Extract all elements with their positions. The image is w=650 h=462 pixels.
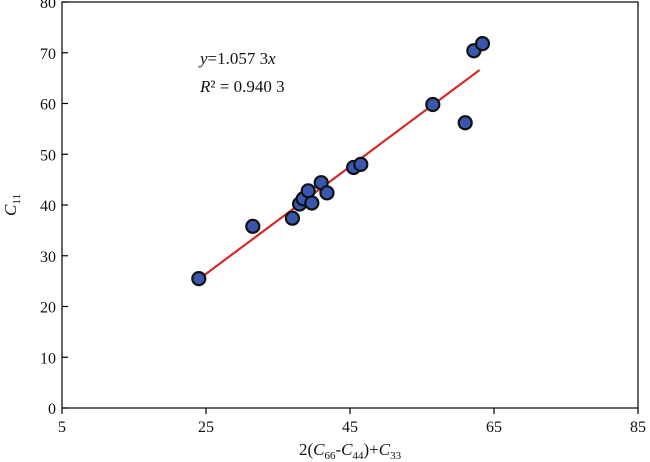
- y-tick-label: 80: [40, 0, 56, 12]
- data-point: [353, 156, 369, 172]
- x-tick-label: 65: [486, 419, 502, 436]
- data-point: [284, 210, 300, 226]
- data-point: [245, 218, 261, 234]
- x-tick-label: 5: [58, 419, 66, 436]
- data-point: [300, 183, 316, 199]
- data-point: [474, 36, 491, 52]
- y-tick-label: 40: [40, 198, 56, 215]
- y-tick-label: 70: [40, 46, 56, 63]
- r-squared-label: R² = 0.940 3: [199, 77, 285, 96]
- y-axis-title: C11: [1, 194, 23, 216]
- x-tick-label: 25: [198, 419, 214, 436]
- tick-labels: 5 25 45 65 85 0 10 20 30 40 50 60 70 80: [40, 0, 646, 436]
- y-tick-label: 30: [40, 249, 56, 266]
- x-axis-title: 2(C66-C44)+C33: [299, 440, 402, 462]
- x-tick-label: 85: [630, 419, 646, 436]
- y-tick-label: 60: [40, 97, 56, 114]
- equation-label: y=1.057 3x: [198, 49, 276, 68]
- y-tick-label: 0: [48, 401, 56, 418]
- data-points: [191, 36, 491, 287]
- data-point: [304, 195, 320, 211]
- tick-marks: [61, 1, 639, 414]
- data-point: [425, 96, 441, 113]
- data-point: [319, 185, 335, 201]
- data-point: [457, 115, 473, 131]
- x-tick-label: 45: [342, 419, 358, 436]
- y-tick-label: 10: [40, 350, 56, 367]
- y-tick-label: 50: [40, 147, 56, 164]
- y-tick-label: 20: [40, 300, 56, 317]
- data-point: [191, 270, 207, 287]
- plot-frame: [61, 1, 639, 409]
